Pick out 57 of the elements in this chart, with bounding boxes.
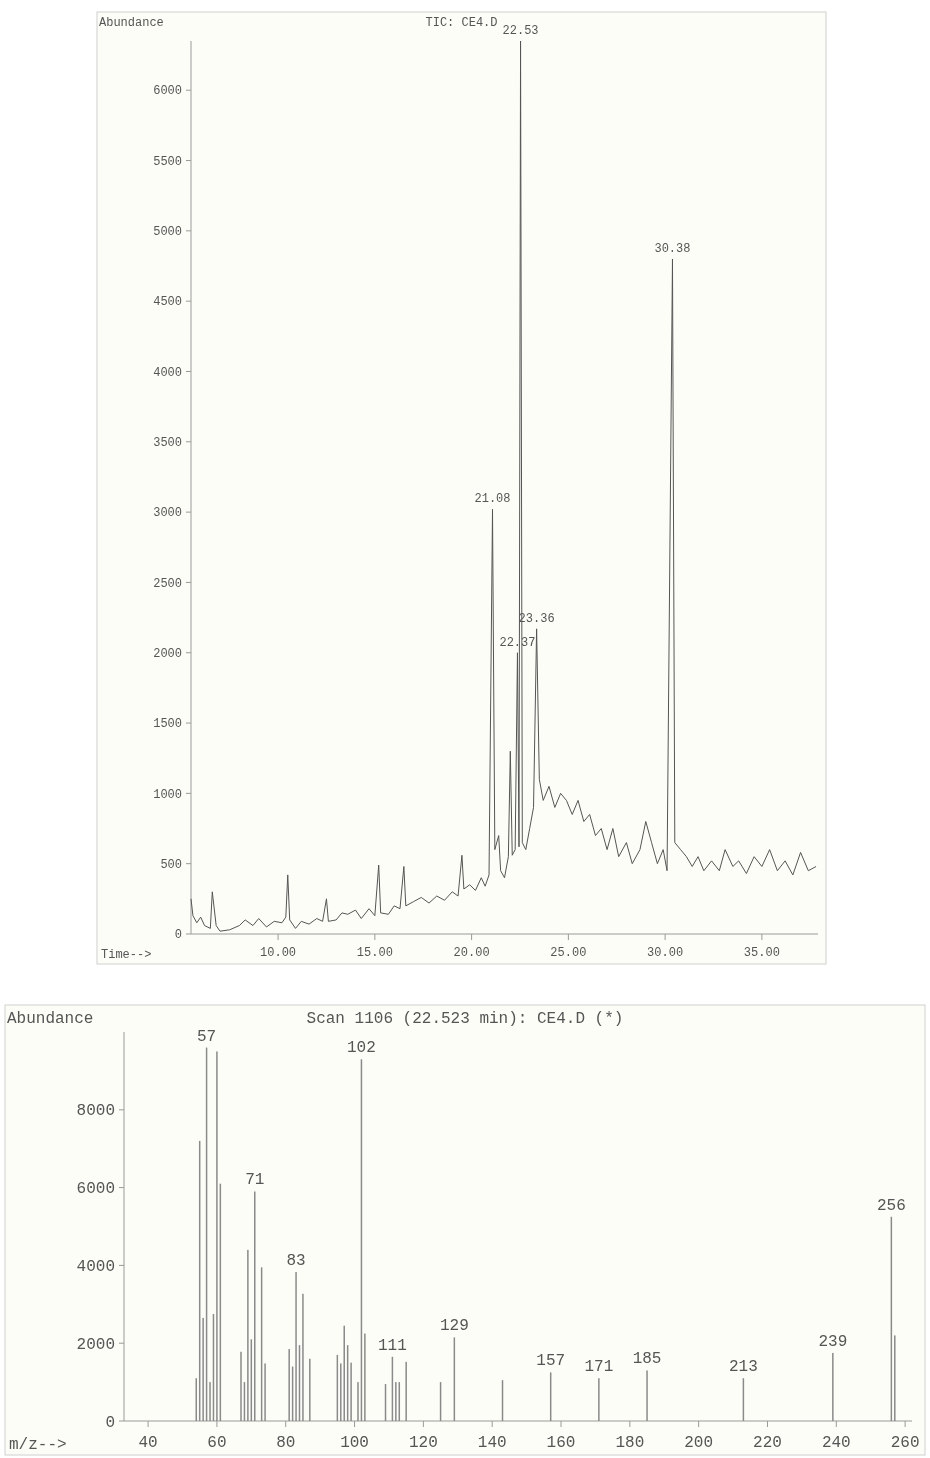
y-tick-label: 5500: [153, 154, 182, 169]
x-tick-label: 80: [276, 1434, 296, 1452]
x-tick-label: 120: [408, 1434, 438, 1452]
y-tick-label: 2500: [153, 576, 182, 591]
x-tick-label: 220: [753, 1434, 782, 1452]
annotation: 129: [439, 1317, 469, 1336]
y-tick-label: 1500: [153, 717, 182, 732]
x-tick-label: 60: [207, 1434, 227, 1452]
x-tick-label: 10.00: [260, 946, 297, 960]
x-tick-label: 240: [821, 1434, 851, 1452]
y-tick-label: 0: [174, 928, 182, 943]
chart-title: Scan 1106 (22.523 min): CE4.D (*): [306, 1010, 624, 1028]
y-tick-label: 3500: [153, 436, 182, 450]
x-tick-label: 20.00: [453, 946, 490, 960]
y-axis-title: Abundance: [99, 16, 164, 30]
y-tick-label: 5000: [153, 225, 182, 240]
annotation: 213: [728, 1358, 758, 1377]
x-axis-title: m/z-->: [9, 1436, 67, 1454]
y-tick-label: 4000: [76, 1258, 115, 1276]
annotation: 71: [245, 1171, 265, 1190]
x-axis-title: Time-->: [101, 948, 152, 962]
annotation: 83: [286, 1252, 306, 1271]
y-tick-label: 500: [160, 857, 182, 872]
y-tick-label: 3000: [153, 506, 182, 521]
annotation: 21.08: [474, 492, 511, 507]
x-tick-label: 35.00: [743, 946, 780, 960]
y-tick-label: 6000: [76, 1180, 115, 1199]
annotation: 102: [347, 1039, 376, 1058]
x-tick-label: 180: [615, 1434, 645, 1452]
y-tick-label: 2000: [76, 1335, 115, 1354]
annotation: 171: [584, 1358, 614, 1377]
annotation: 185: [632, 1350, 662, 1369]
chart-title: TIC: CE4.D: [425, 16, 498, 30]
y-tick-label: 2000: [153, 646, 182, 661]
x-tick-label: 15.00: [356, 946, 393, 960]
x-tick-label: 40: [138, 1434, 158, 1452]
y-tick-label: 8000: [76, 1102, 115, 1121]
x-tick-label: 30.00: [647, 946, 684, 960]
annotation: 256: [876, 1196, 906, 1215]
annotation: 22.53: [502, 24, 539, 38]
x-tick-label: 260: [890, 1434, 920, 1452]
y-tick-label: 6000: [153, 84, 182, 99]
y-axis-title: Abundance: [7, 1010, 94, 1028]
y-tick-label: 1000: [153, 787, 182, 802]
x-tick-label: 100: [340, 1434, 369, 1452]
x-tick-label: 25.00: [550, 946, 587, 960]
annotation: 57: [196, 1027, 217, 1046]
annotation: 157: [536, 1352, 566, 1371]
x-tick-label: 200: [684, 1434, 714, 1452]
x-tick-label: 160: [546, 1434, 576, 1452]
y-tick-label: 4000: [153, 365, 182, 380]
y-tick-label: 4500: [153, 295, 182, 310]
y-tick-label: 0: [105, 1413, 115, 1432]
annotation: 30.38: [654, 241, 691, 256]
annotation: 239: [818, 1332, 848, 1351]
x-tick-label: 140: [477, 1434, 507, 1452]
annotation: 111: [378, 1336, 407, 1355]
